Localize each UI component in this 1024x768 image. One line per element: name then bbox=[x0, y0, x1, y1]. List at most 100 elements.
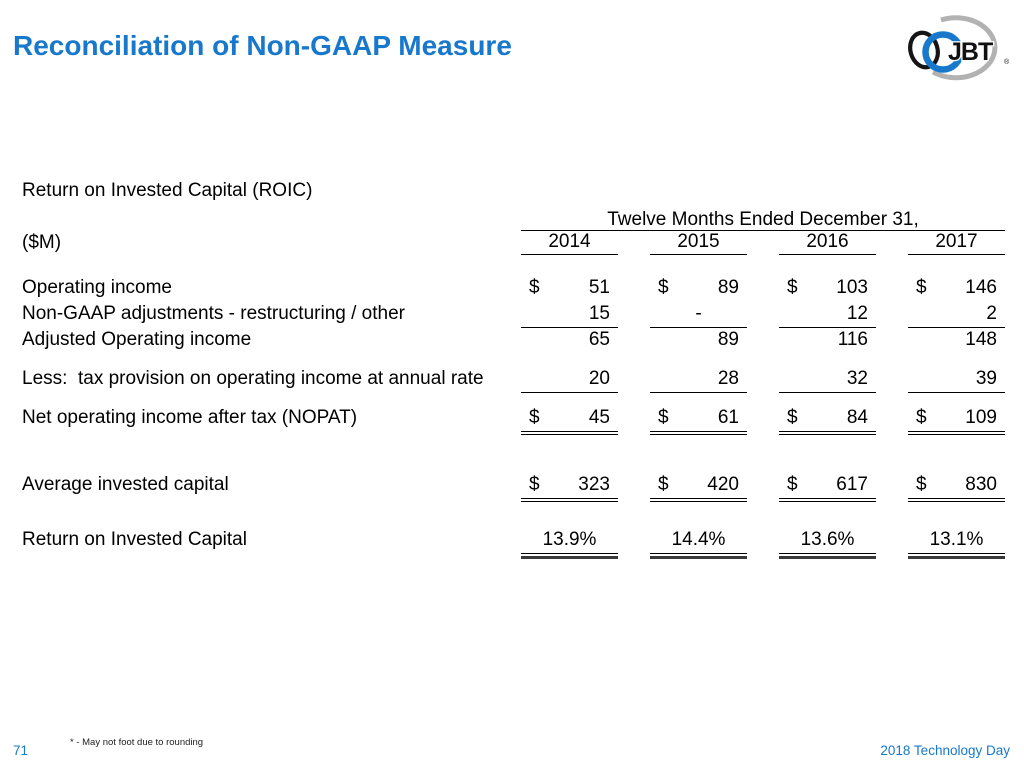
currency-prefix: $ bbox=[529, 474, 540, 495]
year-header-2016: 2016 bbox=[779, 231, 876, 255]
year-header-2017: 2017 bbox=[908, 231, 1005, 255]
year-header-row: ($M) 2014 2015 2016 2017 bbox=[22, 231, 1005, 255]
currency-prefix: $ bbox=[529, 277, 540, 298]
value: 84 bbox=[846, 407, 868, 428]
year-header-2014: 2014 bbox=[521, 231, 618, 255]
value: 61 bbox=[717, 407, 739, 428]
value: 39 bbox=[975, 368, 997, 389]
value-cell: $ 89 bbox=[650, 275, 747, 301]
value-cell: 148 bbox=[908, 327, 1005, 353]
value: 51 bbox=[588, 277, 610, 298]
value-cell: $ 830 bbox=[908, 472, 1005, 502]
value-cell: 2 bbox=[908, 301, 1005, 328]
currency-prefix: $ bbox=[658, 407, 669, 428]
jbt-logo-icon: JBT ® bbox=[908, 15, 1010, 81]
logo-text: JBT bbox=[948, 38, 993, 66]
value-cell: 13.1% bbox=[908, 527, 1005, 559]
value: 89 bbox=[717, 329, 739, 350]
row-label: Operating income bbox=[22, 277, 172, 298]
row-label: Return on Invested Capital bbox=[22, 529, 247, 550]
value: 148 bbox=[965, 329, 997, 350]
currency-prefix: $ bbox=[787, 277, 798, 298]
value: 617 bbox=[836, 474, 868, 495]
spacer-cell bbox=[22, 210, 489, 231]
value: 65 bbox=[588, 329, 610, 350]
table-row-operating-income: Operating income $ 51 $ 89 $ 103 $ 146 bbox=[22, 275, 1005, 301]
value: 45 bbox=[588, 407, 610, 428]
row-label: Less: tax provision on operating income … bbox=[22, 368, 484, 389]
value: 146 bbox=[965, 277, 997, 298]
value-cell: $ 84 bbox=[779, 405, 876, 435]
row-label: Net operating income after tax (NOPAT) bbox=[22, 407, 358, 428]
row-label: Average invested capital bbox=[22, 474, 229, 495]
value: 116 bbox=[837, 329, 868, 350]
jbt-logo: JBT ® bbox=[903, 6, 1015, 90]
currency-prefix: $ bbox=[916, 407, 927, 428]
table-row-average-invested-capital: Average invested capital $ 323 $ 420 $ 6… bbox=[22, 472, 1005, 502]
value: - bbox=[695, 303, 702, 324]
period-header: Twelve Months Ended December 31, bbox=[521, 210, 1005, 231]
period-header-row: Twelve Months Ended December 31, bbox=[22, 210, 1005, 231]
value: 323 bbox=[578, 474, 610, 495]
value-cell: $ 61 bbox=[650, 405, 747, 435]
value-cell: 14.4% bbox=[650, 527, 747, 559]
value-cell: $ 103 bbox=[779, 275, 876, 301]
page-number: 71 bbox=[13, 743, 29, 758]
value-cell: - bbox=[650, 301, 747, 328]
value-cell: 20 bbox=[521, 366, 618, 393]
footnote: * - May not foot due to rounding bbox=[70, 737, 204, 748]
value: 420 bbox=[707, 474, 739, 495]
currency-prefix: $ bbox=[787, 474, 798, 495]
value: 14.4% bbox=[671, 529, 726, 550]
value: 13.9% bbox=[542, 529, 597, 550]
value-cell: $ 617 bbox=[779, 472, 876, 502]
roic-table: Return on Invested Capital (ROIC) Twelve… bbox=[22, 175, 1005, 559]
value-cell: $ 323 bbox=[521, 472, 618, 502]
logo-registered-mark: ® bbox=[1004, 58, 1010, 66]
row-label: Adjusted Operating income bbox=[22, 329, 252, 350]
table-row-roic: Return on Invested Capital 13.9% 14.4% 1… bbox=[22, 527, 1005, 559]
value-cell: $ 420 bbox=[650, 472, 747, 502]
table-row-nongaap-adjustments: Non-GAAP adjustments - restructuring / o… bbox=[22, 301, 1005, 328]
units-label: ($M) bbox=[22, 232, 62, 253]
value: 109 bbox=[965, 407, 997, 428]
value-cell: 12 bbox=[779, 301, 876, 328]
footer-event-label: 2018 Technology Day bbox=[880, 743, 1010, 758]
value-cell: 65 bbox=[521, 327, 618, 353]
value-cell: $ 109 bbox=[908, 405, 1005, 435]
value: 103 bbox=[836, 277, 868, 298]
currency-prefix: $ bbox=[916, 474, 927, 495]
value-cell: $ 51 bbox=[521, 275, 618, 301]
year-header-2015: 2015 bbox=[650, 231, 747, 255]
table-row-nopat: Net operating income after tax (NOPAT) $… bbox=[22, 405, 1005, 435]
value: 13.1% bbox=[929, 529, 984, 550]
page-title: Reconciliation of Non-GAAP Measure bbox=[13, 30, 512, 61]
value: 2 bbox=[986, 303, 997, 324]
value-cell: $ 146 bbox=[908, 275, 1005, 301]
value-cell: $ 45 bbox=[521, 405, 618, 435]
value: 28 bbox=[717, 368, 739, 389]
value-cell: 13.9% bbox=[521, 527, 618, 559]
value-cell: 32 bbox=[779, 366, 876, 393]
value-cell: 39 bbox=[908, 366, 1005, 393]
row-label: Non-GAAP adjustments - restructuring / o… bbox=[22, 303, 405, 324]
value: 15 bbox=[588, 303, 610, 324]
currency-prefix: $ bbox=[658, 474, 669, 495]
currency-prefix: $ bbox=[658, 277, 669, 298]
value: 12 bbox=[846, 303, 868, 324]
value: 13.6% bbox=[800, 529, 855, 550]
currency-prefix: $ bbox=[787, 407, 798, 428]
currency-prefix: $ bbox=[529, 407, 540, 428]
value-cell: 13.6% bbox=[779, 527, 876, 559]
currency-prefix: $ bbox=[916, 277, 927, 298]
value-cell: 28 bbox=[650, 366, 747, 393]
table-section-title: Return on Invested Capital (ROIC) bbox=[22, 180, 313, 201]
value: 32 bbox=[846, 368, 868, 389]
value: 830 bbox=[965, 474, 997, 495]
value: 20 bbox=[588, 368, 610, 389]
table-row-adjusted-operating-income: Adjusted Operating income 65 89 116 148 bbox=[22, 327, 1005, 353]
value-cell: 89 bbox=[650, 327, 747, 353]
table-row-tax-provision: Less: tax provision on operating income … bbox=[22, 366, 1005, 393]
value-cell: 15 bbox=[521, 301, 618, 328]
